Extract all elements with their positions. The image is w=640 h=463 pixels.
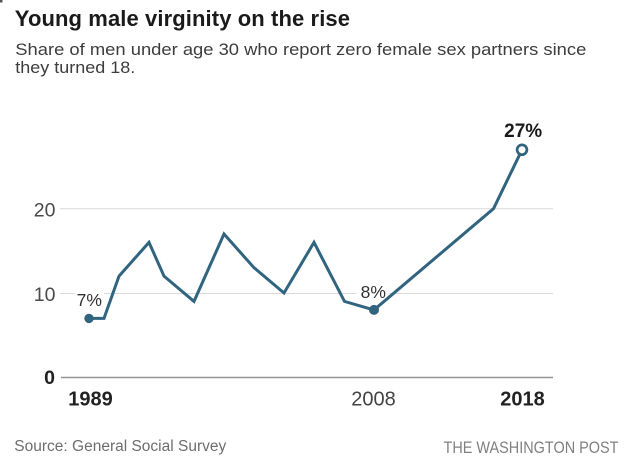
svg-text:THE WASHINGTON POST: THE WASHINGTON POST — [444, 438, 619, 457]
svg-text:Source: General Social Survey: Source: General Social Survey — [14, 438, 226, 455]
svg-text:0: 0 — [44, 367, 55, 389]
svg-text:8%: 8% — [361, 282, 386, 302]
svg-text:27%: 27% — [504, 121, 542, 142]
svg-text:Share of men under age 30 who: Share of men under age 30 who report zer… — [15, 40, 586, 59]
svg-text:they turned 18.: they turned 18. — [15, 58, 135, 77]
svg-text:2008: 2008 — [351, 389, 396, 411]
svg-text:7%: 7% — [77, 290, 102, 310]
svg-text:1989: 1989 — [68, 389, 113, 411]
svg-text:2018: 2018 — [500, 389, 545, 411]
svg-text:20: 20 — [34, 199, 56, 221]
svg-text:10: 10 — [34, 284, 56, 306]
